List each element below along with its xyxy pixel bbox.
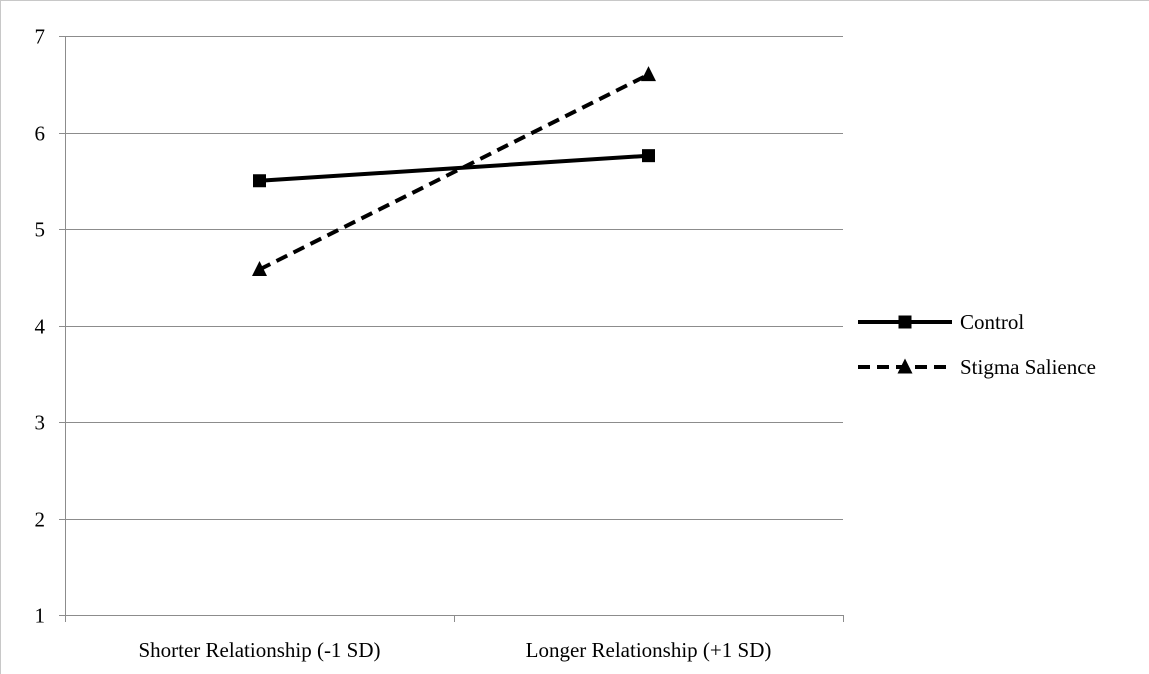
series-line-0 — [259, 153, 649, 183]
data-point-0-0 — [253, 174, 266, 188]
y-tick-label: 5 — [35, 218, 46, 242]
series — [252, 66, 656, 277]
data-point-1-1 — [641, 66, 656, 82]
x-category-label: Shorter Relationship (-1 SD) — [138, 638, 380, 662]
data-point-1-0 — [252, 261, 267, 277]
axes: 1 2 3 4 5 6 7 Shorter Relationship (-1 SD) Longe… — [35, 25, 844, 662]
legend-marker-1 — [897, 358, 913, 374]
legend-label: Control — [960, 310, 1024, 334]
legend-label: Stigma Salience — [960, 355, 1096, 379]
y-tick-label: 4 — [35, 315, 46, 339]
y-tick-label: 6 — [35, 122, 46, 146]
y-tick-label: 7 — [35, 25, 46, 49]
series-line-1 — [258, 72, 650, 272]
y-tick-label: 1 — [35, 604, 46, 628]
y-tick-label: 2 — [35, 508, 46, 532]
y-tick-label: 3 — [35, 411, 46, 435]
data-point-0-1 — [642, 149, 655, 163]
legend: Control Stigma Salience — [858, 310, 1096, 379]
gridlines — [65, 36, 843, 520]
legend-marker-0 — [898, 315, 912, 329]
x-category-label: Longer Relationship (+1 SD) — [526, 638, 772, 662]
